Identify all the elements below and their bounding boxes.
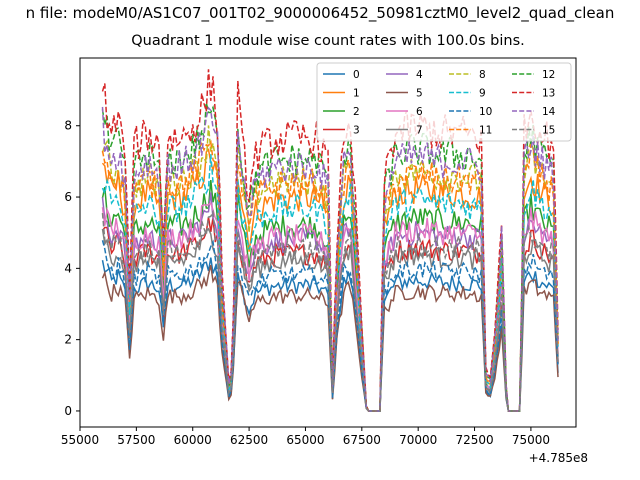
y-tick-label: 2 bbox=[64, 333, 72, 347]
x-tick-label: 70000 bbox=[399, 433, 437, 447]
x-tick-label: 62500 bbox=[230, 433, 268, 447]
y-tick-label: 6 bbox=[64, 190, 72, 204]
x-tick-label: 65000 bbox=[286, 433, 324, 447]
legend-label-10: 10 bbox=[479, 106, 492, 118]
axis-ticks: 55000 57500 60000 62500 65000 67500 70000 72500… bbox=[61, 119, 550, 447]
x-tick-label: 57500 bbox=[117, 433, 155, 447]
legend-label-5: 5 bbox=[416, 88, 423, 100]
y-tick-label: 4 bbox=[64, 261, 72, 275]
legend-label-12: 12 bbox=[542, 69, 555, 81]
legend-label-0: 0 bbox=[353, 69, 360, 81]
series-line-14 bbox=[101, 106, 559, 412]
x-tick-label: 60000 bbox=[174, 433, 212, 447]
legend-label-8: 8 bbox=[479, 69, 486, 81]
legend-label-13: 13 bbox=[542, 88, 555, 100]
legend-box bbox=[316, 62, 572, 142]
axes-frame bbox=[79, 57, 577, 428]
x-tick-label: 72500 bbox=[455, 433, 493, 447]
x-offset-label: +4.785e8 bbox=[528, 451, 588, 465]
chart-title: Quadrant 1 module wise count rates with … bbox=[131, 33, 525, 49]
legend-label-3: 3 bbox=[353, 125, 360, 137]
legend-label-6: 6 bbox=[416, 106, 423, 118]
legend-label-4: 4 bbox=[416, 69, 423, 81]
x-tick-label: 67500 bbox=[343, 433, 381, 447]
legend-label-7: 7 bbox=[416, 125, 423, 137]
legend-label-9: 9 bbox=[479, 88, 486, 100]
series-lines bbox=[101, 69, 559, 412]
legend-label-14: 14 bbox=[542, 106, 556, 118]
series-line-15 bbox=[101, 209, 559, 412]
legend-label-2: 2 bbox=[353, 106, 360, 118]
y-tick-label: 0 bbox=[64, 404, 72, 418]
legend-label-15: 15 bbox=[542, 125, 555, 137]
legend-label-1: 1 bbox=[353, 88, 360, 100]
figure-suptitle: n file: modeM0/AS1C07_001T02_9000006452_… bbox=[25, 4, 615, 22]
y-tick-label: 8 bbox=[64, 119, 72, 133]
x-tick-label: 55000 bbox=[61, 433, 99, 447]
x-tick-label: 75000 bbox=[512, 433, 550, 447]
legend-label-11: 11 bbox=[479, 125, 492, 137]
